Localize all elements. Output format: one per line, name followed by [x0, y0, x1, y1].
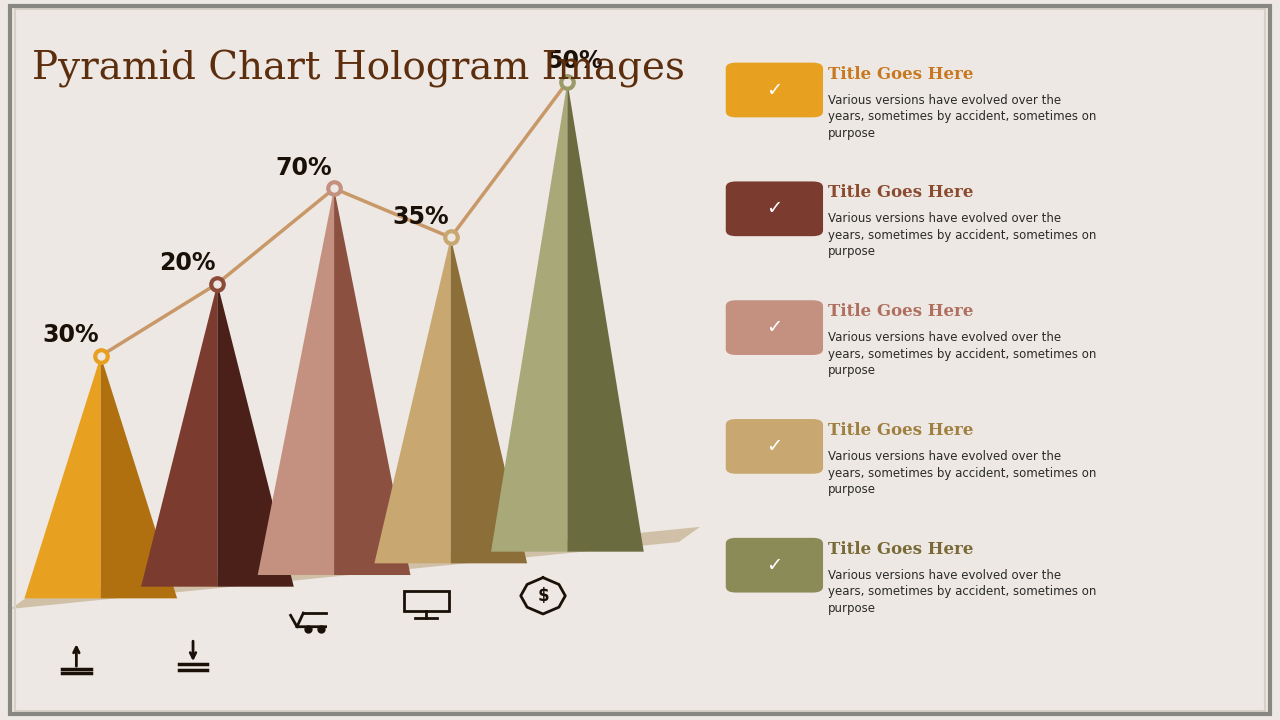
Text: Title Goes Here: Title Goes Here	[828, 184, 974, 202]
Text: 35%: 35%	[393, 204, 449, 229]
Polygon shape	[492, 82, 567, 552]
Bar	[404, 591, 448, 611]
Polygon shape	[218, 284, 294, 587]
Polygon shape	[334, 189, 411, 575]
Text: Various versions have evolved over the
years, sometimes by accident, sometimes o: Various versions have evolved over the y…	[828, 212, 1097, 258]
Text: Pyramid Chart Hologram Images: Pyramid Chart Hologram Images	[32, 50, 685, 89]
Polygon shape	[451, 238, 527, 563]
Text: Title Goes Here: Title Goes Here	[828, 422, 974, 439]
Text: $: $	[538, 587, 549, 605]
Polygon shape	[101, 356, 177, 598]
Polygon shape	[567, 82, 644, 552]
Text: 20%: 20%	[159, 251, 215, 275]
Text: 30%: 30%	[42, 323, 99, 347]
Text: ✓: ✓	[767, 81, 782, 99]
Polygon shape	[24, 356, 101, 598]
Text: Title Goes Here: Title Goes Here	[828, 66, 974, 83]
Text: Various versions have evolved over the
years, sometimes by accident, sometimes o: Various versions have evolved over the y…	[828, 94, 1097, 140]
Text: ✓: ✓	[767, 199, 782, 218]
Polygon shape	[257, 189, 334, 575]
Text: ✓: ✓	[767, 556, 782, 575]
Polygon shape	[10, 527, 700, 609]
Text: 70%: 70%	[275, 156, 333, 180]
Text: Various versions have evolved over the
years, sometimes by accident, sometimes o: Various versions have evolved over the y…	[828, 450, 1097, 496]
Text: ✓: ✓	[767, 437, 782, 456]
Polygon shape	[141, 284, 218, 587]
Polygon shape	[374, 238, 451, 563]
Text: ✓: ✓	[767, 318, 782, 337]
Text: Various versions have evolved over the
years, sometimes by accident, sometimes o: Various versions have evolved over the y…	[828, 331, 1097, 377]
Text: Various versions have evolved over the
years, sometimes by accident, sometimes o: Various versions have evolved over the y…	[828, 569, 1097, 615]
Text: 50%: 50%	[547, 49, 603, 73]
Text: Title Goes Here: Title Goes Here	[828, 303, 974, 320]
Text: Title Goes Here: Title Goes Here	[828, 541, 974, 558]
